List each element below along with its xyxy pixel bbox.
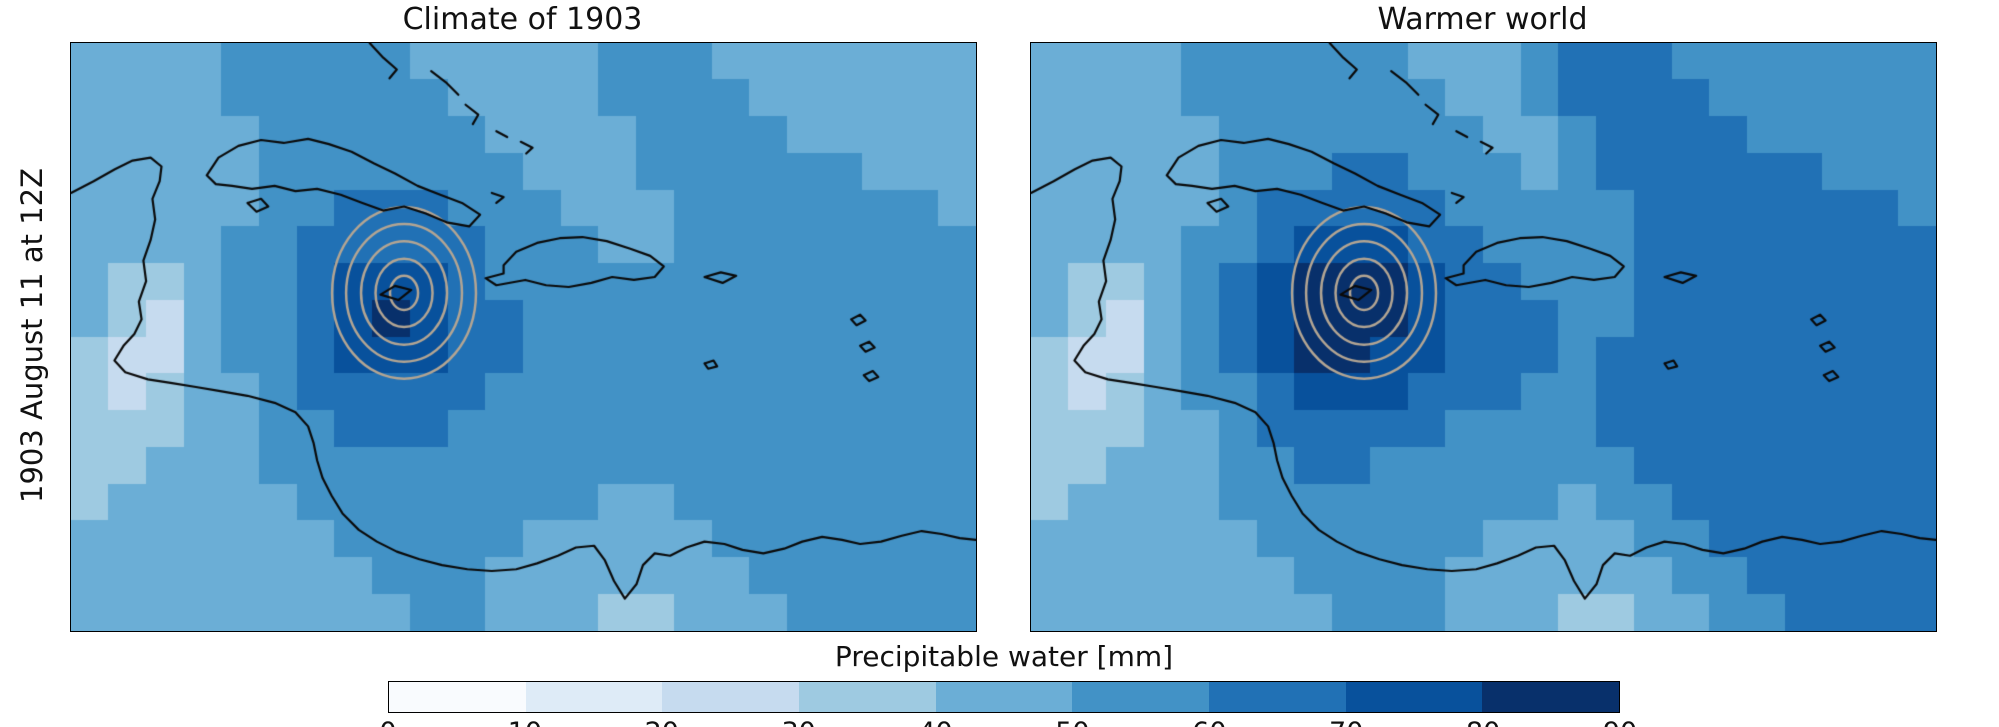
heatmap-warmer-world bbox=[1030, 42, 1937, 632]
colorbar-tick: 70 bbox=[1329, 717, 1363, 727]
colorbar-segment bbox=[1345, 682, 1483, 712]
colorbar-segment bbox=[389, 682, 526, 712]
colorbar-title: Precipitable water [mm] bbox=[834, 640, 1174, 673]
map-panels: Climate of 1903 Warmer world bbox=[70, 0, 1937, 632]
colorbar-segment bbox=[1209, 682, 1346, 712]
panel-title-climate-1903: Climate of 1903 bbox=[402, 2, 643, 37]
heatmap-climate-1903 bbox=[70, 42, 977, 632]
colorbar-tick-labels: 0 10 20 30 40 50 60 70 80 90 bbox=[379, 717, 1637, 727]
colorbar-area: Precipitable water [mm] 0 10 20 30 40 50 60 70 8… bbox=[379, 640, 1637, 727]
colorbar-segment bbox=[799, 682, 936, 712]
panel-title-warmer-world: Warmer world bbox=[1377, 2, 1588, 37]
panel-warmer-world: Warmer world bbox=[1030, 0, 1937, 632]
colorbar-tick: 20 bbox=[645, 717, 679, 727]
colorbar-tick: 0 bbox=[379, 717, 396, 727]
colorbar-tick: 80 bbox=[1466, 717, 1500, 727]
colorbar-segment bbox=[935, 682, 1073, 712]
colorbar-segment bbox=[525, 682, 663, 712]
panel-climate-1903: Climate of 1903 bbox=[70, 0, 977, 632]
colorbar-segment bbox=[1482, 682, 1620, 712]
colorbar-tick: 30 bbox=[781, 717, 815, 727]
colorbar-tick: 10 bbox=[508, 717, 542, 727]
colorbar-tick: 50 bbox=[1055, 717, 1089, 727]
colorbar-tick: 40 bbox=[918, 717, 952, 727]
colorbar-segment bbox=[662, 682, 800, 712]
y-axis-label: 1903 August 11 at 12Z bbox=[15, 168, 49, 504]
colorbar bbox=[388, 681, 1620, 713]
colorbar-tick: 60 bbox=[1192, 717, 1226, 727]
colorbar-tick: 90 bbox=[1603, 717, 1637, 727]
colorbar-segment bbox=[1072, 682, 1210, 712]
